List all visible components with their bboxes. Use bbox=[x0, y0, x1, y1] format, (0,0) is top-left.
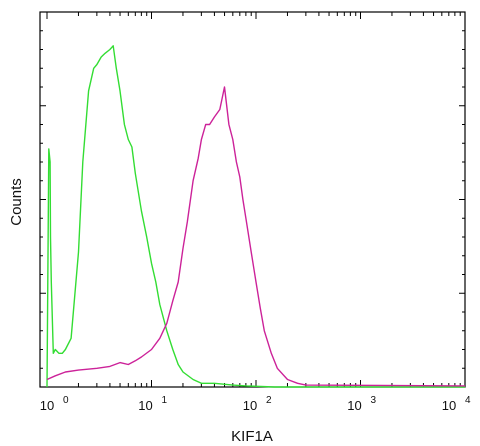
x-axis-label: KIF1A bbox=[231, 428, 273, 445]
plot-frame bbox=[39, 11, 466, 388]
x-tick-exponent: 4 bbox=[465, 395, 471, 406]
series-layer bbox=[46, 45, 466, 388]
x-tick-exponent: 2 bbox=[266, 395, 272, 406]
series-line-1 bbox=[46, 45, 465, 388]
x-tick-exponent: 0 bbox=[63, 395, 69, 406]
x-tick-label: 10 bbox=[347, 398, 361, 413]
x-tick-label: 10 bbox=[243, 398, 257, 413]
x-tick-label: 10 bbox=[442, 398, 456, 413]
x-tick-exponent: 3 bbox=[371, 395, 377, 406]
x-tick-exponent: 1 bbox=[162, 395, 168, 406]
series-line-2 bbox=[46, 86, 466, 387]
x-tick-label: 10 bbox=[138, 398, 152, 413]
x-tick-label: 10 bbox=[40, 398, 54, 413]
y-axis-label: Counts bbox=[8, 178, 25, 226]
x-tick-labels: 10 0 10 1 10 2 10 3 10 4 bbox=[40, 395, 471, 413]
axis-ticks bbox=[40, 11, 465, 388]
